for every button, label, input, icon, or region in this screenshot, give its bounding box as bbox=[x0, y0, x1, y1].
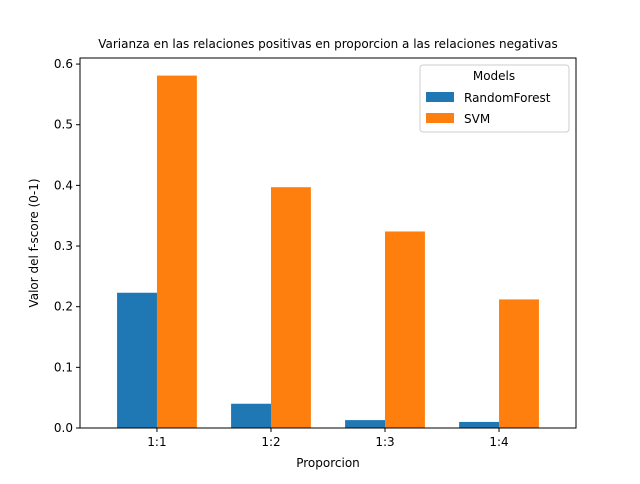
bar-randomforest-0 bbox=[117, 292, 157, 428]
bar-randomforest-1 bbox=[231, 403, 271, 428]
y-tick-label: 0.4 bbox=[54, 178, 73, 192]
y-tick-label: 0.1 bbox=[54, 360, 73, 374]
legend-items: RandomForest SVM bbox=[426, 91, 551, 126]
bar-svm-0 bbox=[156, 75, 197, 428]
legend-label-randomforest: RandomForest bbox=[464, 91, 551, 105]
plot-frame bbox=[79, 57, 577, 429]
bar-randomforest-2 bbox=[345, 420, 386, 428]
y-tick-label: 0.6 bbox=[54, 57, 73, 71]
legend-label-svm: SVM bbox=[464, 112, 490, 126]
legend-swatch-svm bbox=[426, 113, 454, 123]
x-axis: 1:1 1:2 1:3 1:4 bbox=[147, 428, 509, 449]
bar-svm-3 bbox=[499, 299, 539, 428]
bar-randomforest-3 bbox=[459, 421, 500, 428]
x-tick-label: 1:2 bbox=[261, 435, 280, 449]
x-axis-label: Proporcion bbox=[296, 456, 360, 470]
chart-title: Varianza en las relaciones positivas en … bbox=[98, 37, 558, 51]
x-tick-label: 1:4 bbox=[489, 435, 508, 449]
y-tick-label: 0.2 bbox=[54, 300, 73, 314]
bars-layer bbox=[117, 75, 539, 428]
y-tick-label: 0.5 bbox=[54, 118, 73, 132]
legend-frame bbox=[419, 64, 570, 133]
y-tick-label: 0.3 bbox=[54, 239, 73, 253]
legend: Models RandomForest SVM bbox=[419, 64, 570, 133]
bar-svm-2 bbox=[385, 231, 425, 428]
x-tick-label: 1:3 bbox=[375, 435, 394, 449]
x-tick-label: 1:1 bbox=[147, 435, 166, 449]
y-axis-label: Valor del f-score (0-1) bbox=[27, 178, 41, 307]
y-tick-label: 0.0 bbox=[54, 421, 73, 435]
legend-title: Models bbox=[473, 69, 515, 83]
bar-svm-1 bbox=[270, 187, 311, 428]
legend-swatch-randomforest bbox=[426, 92, 454, 102]
y-axis: 0.0 0.1 0.2 0.3 0.4 0.5 0.6 bbox=[54, 57, 80, 435]
